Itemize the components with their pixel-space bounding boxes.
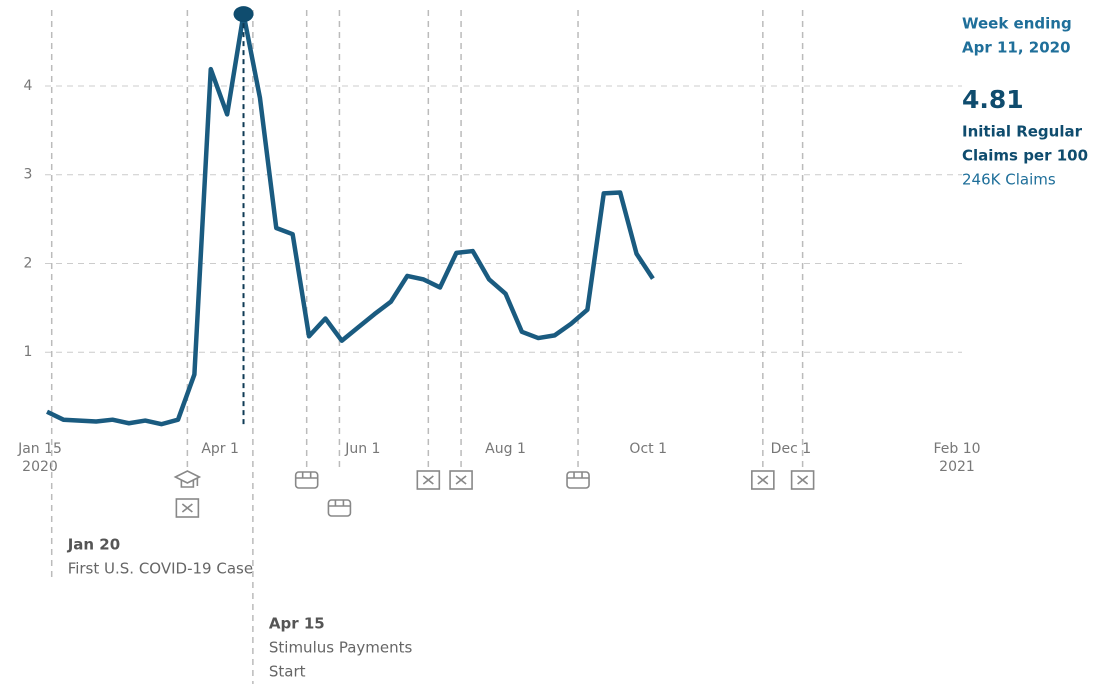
- x-tick-year: 2021: [939, 459, 975, 475]
- event-icon: [416, 470, 441, 490]
- highlight-heading: Week ending: [962, 15, 1072, 33]
- x-tick-label: Oct 1: [629, 441, 667, 457]
- x-tick-label: Dec 1: [771, 441, 811, 457]
- event-icon: [327, 499, 352, 517]
- event-icon: [175, 498, 200, 518]
- highlight-measure: Initial Regular: [962, 123, 1083, 141]
- icon-x: [757, 475, 769, 485]
- icon-store: [327, 499, 352, 517]
- event-icon: [566, 471, 590, 489]
- x-tick-label: Feb 10: [933, 441, 980, 457]
- icon-awning: [295, 472, 318, 479]
- event-icon: [790, 470, 815, 490]
- event-icon: [449, 470, 473, 490]
- icon-x: [181, 503, 193, 513]
- x-tick-label: Apr 1: [201, 441, 239, 457]
- y-tick-label: 4: [24, 78, 33, 94]
- annotation-text: Stimulus Payments: [269, 639, 413, 657]
- annotation-text: First U.S. COVID-19 Case: [68, 560, 253, 578]
- icon-cap: [173, 470, 202, 488]
- annotation-date: Apr 15: [269, 615, 325, 633]
- icon-store: [294, 471, 319, 489]
- x-tick-year: 2020: [22, 459, 58, 475]
- icon-store: [566, 471, 590, 489]
- highlight-date: Apr 11, 2020: [962, 39, 1071, 57]
- icon-awning: [567, 472, 590, 479]
- event-icon: [294, 471, 319, 489]
- series-line: [46, 11, 655, 427]
- annotation-date: Jan 20: [67, 536, 120, 554]
- x-tick-label: Aug 1: [485, 441, 526, 457]
- event-icon: [173, 470, 202, 488]
- highlight-dot: [233, 6, 254, 23]
- y-tick-label: 2: [24, 255, 33, 271]
- x-tick-label: Jan 15: [17, 441, 62, 457]
- highlight-count: 246K Claims: [962, 171, 1056, 189]
- icon-awning: [328, 500, 351, 507]
- y-tick-label: 1: [24, 344, 33, 360]
- y-tick-label: 3: [24, 167, 33, 183]
- icon-x: [455, 475, 467, 485]
- highlight-measure: Claims per 100: [962, 147, 1088, 165]
- highlight-value: 4.81: [962, 85, 1024, 114]
- icon-x: [797, 475, 809, 485]
- annotation-text: Start: [269, 663, 306, 681]
- icon-x: [422, 475, 434, 485]
- event-icon: [751, 470, 775, 490]
- x-tick-label: Jun 1: [344, 441, 380, 457]
